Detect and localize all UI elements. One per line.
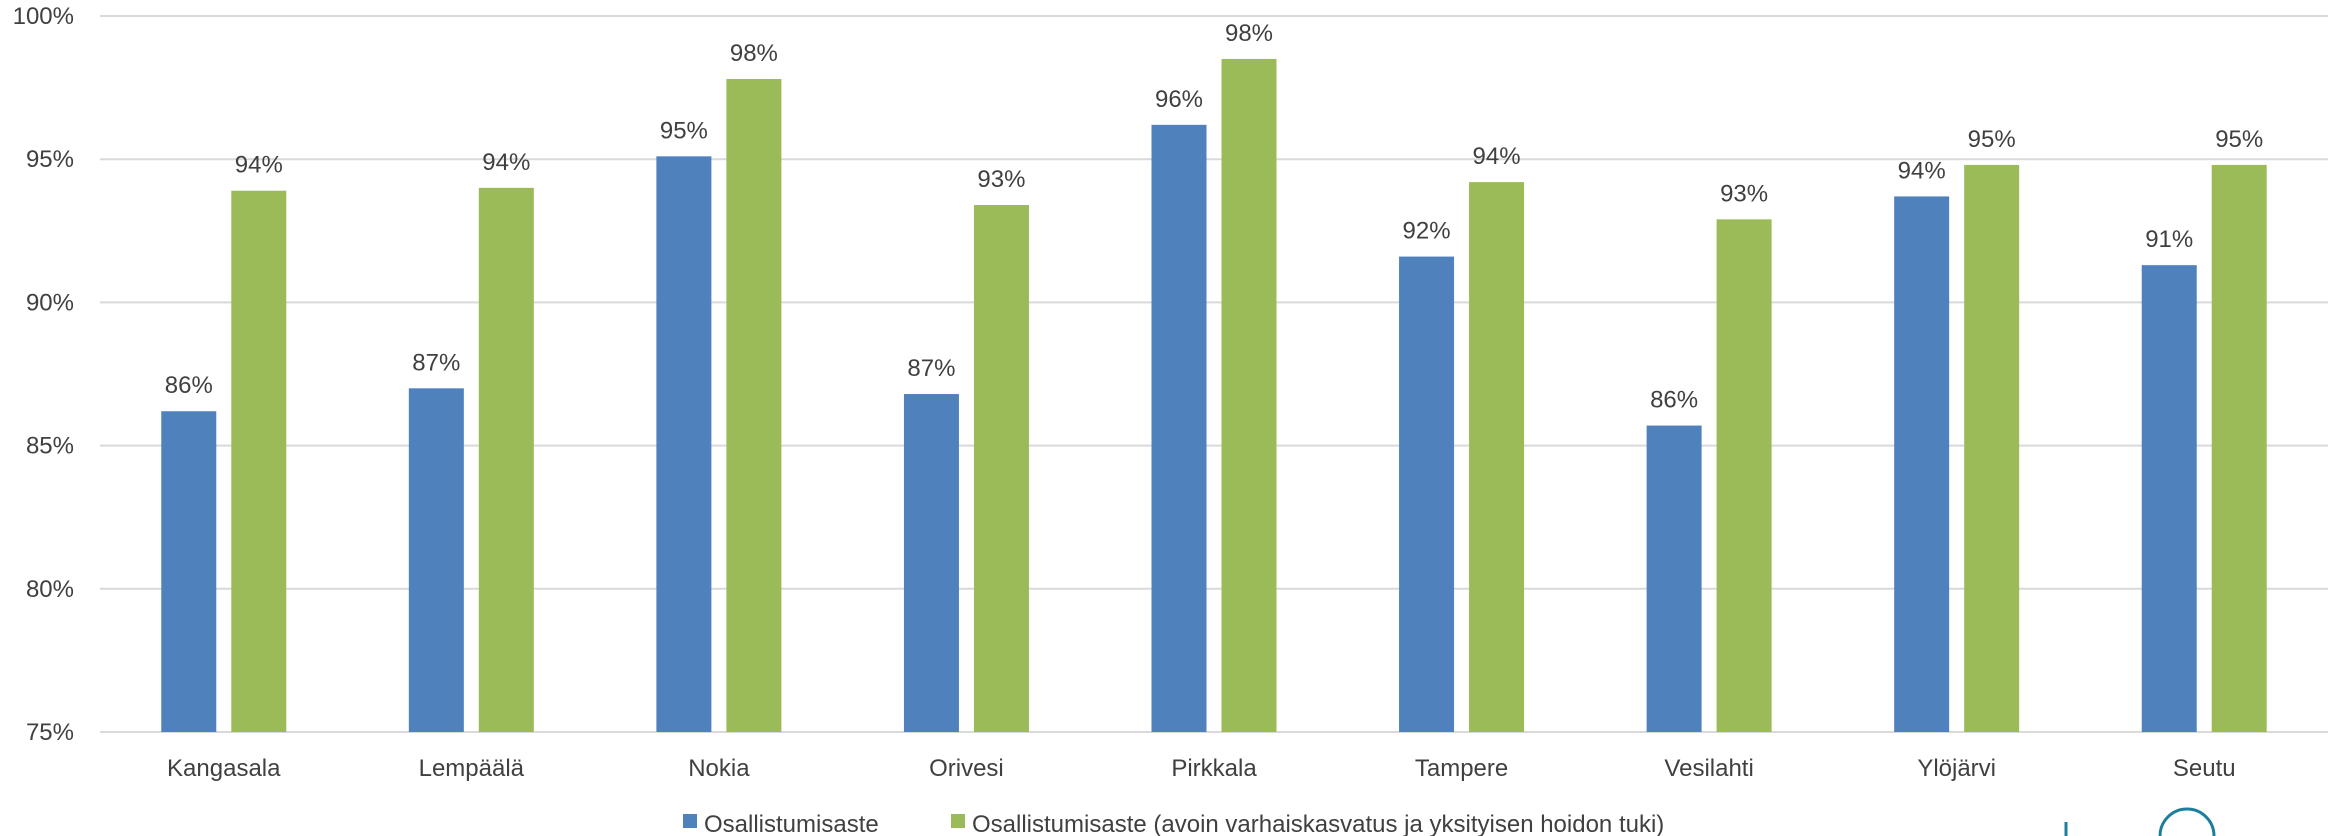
bar-series-2 — [478, 187, 534, 733]
x-category-label: Tampere — [1415, 755, 1508, 782]
data-label: 95% — [2215, 126, 2263, 153]
bar-series-1 — [2141, 265, 2197, 732]
data-label: 98% — [1225, 20, 1273, 47]
bar-series-2 — [2211, 164, 2267, 733]
x-category-label: Kangasala — [167, 755, 281, 782]
bar-series-1 — [1399, 256, 1455, 732]
data-label: 87% — [412, 349, 460, 376]
x-category-label: Pirkkala — [1171, 755, 1257, 782]
bar-series-1 — [408, 388, 464, 732]
data-label: 95% — [1968, 126, 2016, 153]
y-axis-tick-labels: 75% 80% 85% 90% 95% 100% — [13, 3, 74, 746]
bar-series-1 — [161, 411, 217, 732]
bar-series-1 — [656, 156, 712, 732]
data-label: 86% — [1650, 387, 1698, 414]
x-category-label: Vesilahti — [1664, 755, 1753, 782]
data-label: 94% — [1473, 143, 1521, 170]
data-label: 94% — [482, 149, 530, 176]
data-label: 98% — [730, 40, 778, 67]
partial-logo-icon — [2064, 807, 2216, 836]
legend-label-series-1: Osallistumisaste — [704, 811, 879, 836]
x-category-label: Seutu — [2173, 755, 2236, 782]
legend-label-series-2: Osallistumisaste (avoin varhaiskasvatus … — [972, 811, 1664, 836]
bar-series-1 — [1894, 196, 1950, 732]
bar-series-2 — [1964, 164, 2020, 733]
bar-series-2 — [1716, 219, 1772, 732]
bar-series-1 — [1646, 425, 1702, 732]
x-category-label: Nokia — [688, 755, 750, 782]
legend-swatch-series-1 — [683, 814, 697, 828]
bar-series-1 — [1151, 124, 1207, 732]
bar-series-2 — [726, 79, 782, 733]
bar-series-2 — [1221, 58, 1277, 732]
data-labels: 86% 94% 87% 94% 95% 98% 87% 93% 96% 98% 92% 94% 86% 9… — [165, 20, 2263, 414]
y-tick-label: 75% — [26, 719, 74, 746]
data-label: 92% — [1403, 218, 1451, 245]
legend: Osallistumisaste Osallistumisaste (avoin… — [683, 811, 1664, 836]
y-tick-label: 85% — [26, 433, 74, 460]
bar-series-2 — [973, 205, 1029, 733]
y-tick-label: 90% — [26, 289, 74, 316]
x-category-label: Lempäälä — [419, 755, 525, 782]
data-label: 93% — [977, 166, 1025, 193]
bar-series-1 — [903, 394, 959, 732]
data-label: 91% — [2145, 226, 2193, 253]
bar-series-2 — [231, 190, 287, 733]
data-label: 87% — [907, 355, 955, 382]
data-label: 95% — [660, 117, 708, 144]
gridlines — [100, 15, 2328, 733]
legend-swatch-series-2 — [951, 814, 965, 828]
y-tick-label: 95% — [26, 146, 74, 173]
bar-series-2 — [1469, 182, 1525, 732]
bars — [161, 58, 2267, 733]
data-label: 94% — [1898, 157, 1946, 184]
y-tick-label: 80% — [26, 576, 74, 603]
data-label: 86% — [165, 372, 213, 399]
y-tick-label: 100% — [13, 3, 74, 30]
x-category-label: Orivesi — [929, 755, 1004, 782]
data-label: 94% — [235, 152, 283, 179]
x-category-label: Ylöjärvi — [1917, 755, 1996, 782]
data-label: 93% — [1720, 180, 1768, 207]
data-label: 96% — [1155, 86, 1203, 113]
x-axis-category-labels: Kangasala Lempäälä Nokia Orivesi Pirkkala Tam… — [167, 755, 2236, 782]
